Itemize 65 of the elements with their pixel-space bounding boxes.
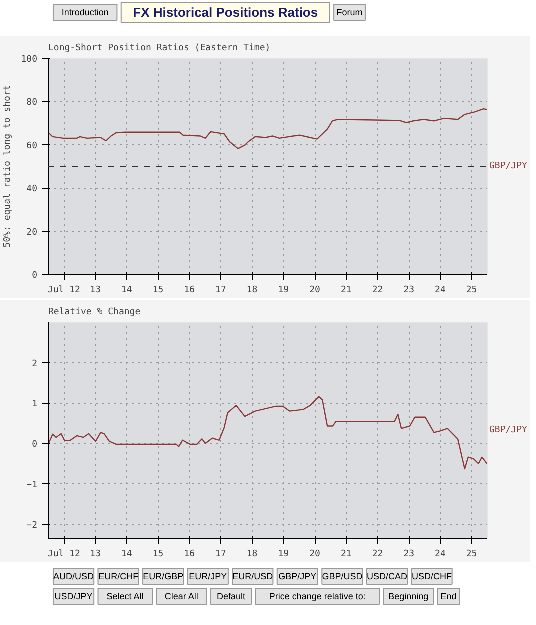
text: USD/CAD (366, 572, 408, 582)
text: Price change relative to: (269, 592, 366, 602)
x-tick-label: 24 (435, 286, 446, 296)
y-tick-label: 20 (26, 228, 38, 238)
text: End (440, 592, 457, 602)
text: EUR/USD (232, 572, 274, 582)
text: GBP/JPY (278, 572, 317, 582)
text: GBP/USD (322, 572, 364, 582)
x-tick-label: 19 (278, 286, 290, 296)
x-tick-label: 20 (310, 286, 320, 296)
x-tick-label: 24 (435, 550, 446, 560)
text: EUR/JPY (189, 572, 228, 582)
text: Default (216, 592, 246, 602)
y-tick-label: 100 (21, 55, 38, 65)
text: Beginning (388, 592, 429, 602)
y-tick-label: 2 (32, 359, 38, 370)
x-tick-label: 22 (372, 286, 384, 296)
y-tick-label: 80 (26, 98, 38, 108)
x-tick-label: 25 (466, 286, 478, 296)
y-tick-label: 0 (32, 440, 38, 450)
x-tick-label: 22 (372, 550, 384, 560)
x-tick-label: Jul 12 (48, 550, 80, 560)
x-tick-label: 16 (184, 286, 196, 296)
y-tick-label: 1 (32, 400, 38, 410)
text: Forum (336, 8, 363, 18)
text: USD/CHF (412, 572, 453, 582)
x-tick-label: 15 (152, 286, 164, 296)
x-tick-label: 13 (90, 550, 101, 560)
text: AUD/USD (54, 572, 95, 582)
x-tick-label: Jul 12 (48, 286, 80, 296)
y-tick-label: −2 (26, 520, 38, 531)
x-tick-label: 15 (152, 550, 164, 560)
x-tick-label: 19 (278, 550, 290, 560)
text: Clear All (164, 592, 198, 602)
text: USD/JPY (54, 592, 93, 602)
text: Introduction (62, 8, 109, 18)
text: FX Historical Positions Ratios (133, 5, 318, 20)
chart-title: Long-Short Position Ratios (Eastern Time) (48, 44, 271, 54)
x-tick-label: 20 (310, 550, 320, 560)
x-tick-label: 17 (216, 550, 226, 560)
x-tick-label: 21 (340, 286, 352, 296)
line-series (48, 108, 488, 150)
y-tick-label: −1 (26, 480, 38, 490)
text: EUR/GBP (143, 572, 184, 582)
x-tick-label: 13 (90, 286, 101, 296)
chart-title: Relative % Change (48, 308, 141, 318)
text: Select All (106, 592, 144, 602)
x-tick-label: 16 (184, 550, 196, 560)
text: GBP/JPY (490, 426, 528, 436)
y-tick-label: 0 (32, 271, 38, 281)
text: GBP/JPY (490, 162, 528, 172)
x-tick-label: 18 (246, 550, 258, 560)
x-tick-label: 21 (340, 550, 352, 560)
x-tick-label: 23 (404, 286, 415, 296)
line-series (48, 396, 488, 470)
x-tick-label: 17 (216, 286, 226, 296)
x-tick-label: 23 (404, 550, 415, 560)
y-tick-label: 40 (26, 184, 38, 195)
x-tick-label: 14 (121, 286, 132, 296)
x-tick-label: 18 (246, 286, 258, 296)
text: EUR/CHF (98, 572, 140, 582)
x-tick-label: 14 (121, 550, 132, 560)
y-tick-label: 60 (26, 141, 38, 152)
x-tick-label: 25 (466, 550, 478, 560)
y-axis-title: 50%: equal ratio long to short (3, 85, 14, 248)
